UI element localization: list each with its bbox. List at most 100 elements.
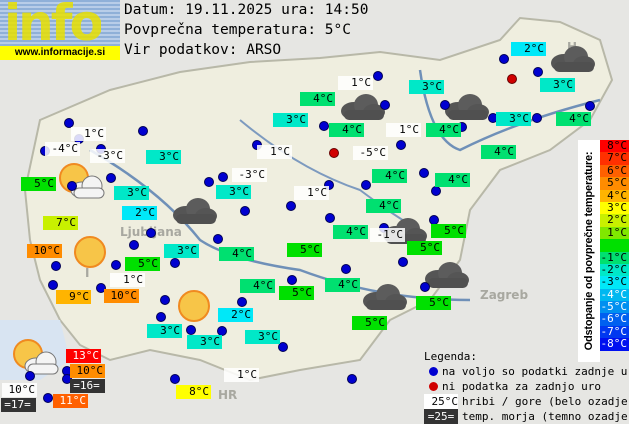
station-dot[interactable]	[361, 180, 371, 190]
station-dot[interactable]	[186, 325, 196, 335]
station-temperature-label: 5°C	[431, 224, 466, 238]
station-temperature-label: 3°C	[164, 244, 199, 258]
station-dot-no-data[interactable]	[507, 74, 517, 84]
station-dot[interactable]	[48, 280, 58, 290]
station-dot[interactable]	[170, 374, 180, 384]
station-dot[interactable]	[396, 140, 406, 150]
station-temperature-label: -3°C	[232, 168, 267, 182]
station-dot[interactable]	[160, 295, 170, 305]
station-temperature-label: 10°C	[104, 289, 139, 303]
station-temperature-label: 1°C	[224, 368, 259, 382]
logo-url[interactable]: www.informacije.si	[0, 46, 120, 60]
station-temperature-label: 2°C	[511, 42, 546, 56]
station-temperature-label: 7°C	[43, 216, 78, 230]
station-dot[interactable]	[51, 261, 61, 271]
station-dot[interactable]	[240, 206, 250, 216]
scale-step: -7°C	[600, 324, 629, 339]
legend-mountain-row: 25°C hribi / gore (belo ozadje)	[424, 394, 629, 409]
station-temperature-label: 10°C	[2, 383, 37, 397]
station-temperature-label: 4°C	[325, 278, 360, 292]
legend-sea-text: temp. morja (temno ozadje)	[462, 410, 629, 423]
station-dot[interactable]	[420, 282, 430, 292]
scale-step: -6°C	[600, 312, 629, 326]
station-dot[interactable]	[96, 283, 106, 293]
station-dot[interactable]	[341, 264, 351, 274]
logo[interactable]: info www.informacije.si	[0, 0, 120, 60]
station-dot[interactable]	[324, 180, 334, 190]
station-dot[interactable]	[325, 213, 335, 223]
station-dot[interactable]	[373, 71, 383, 81]
station-dot[interactable]	[278, 342, 288, 352]
station-temperature-label: 3°C	[147, 324, 182, 338]
cloud-icon	[170, 196, 218, 230]
city-name: HR	[218, 388, 238, 402]
station-dot[interactable]	[380, 100, 390, 110]
station-dot[interactable]	[146, 228, 156, 238]
legend-sea-sample: =25=	[424, 409, 458, 424]
river	[418, 69, 601, 152]
cloud-icon	[338, 92, 386, 126]
station-dot[interactable]	[138, 126, 148, 136]
station-dot-no-data[interactable]	[329, 148, 339, 158]
station-temperature-label: 5°C	[125, 257, 160, 271]
station-dot[interactable]	[111, 260, 121, 270]
station-dot[interactable]	[419, 168, 429, 178]
station-temperature-label: 1°C	[71, 127, 106, 141]
station-temperature-label: 4°C	[240, 279, 275, 293]
data-source: Vir podatkov: ARSO	[124, 42, 282, 58]
station-dot[interactable]	[213, 234, 223, 244]
station-dot[interactable]	[217, 326, 227, 336]
legend-red-text: ni podatka za zadnjo uro	[442, 380, 601, 393]
station-dot[interactable]	[43, 393, 53, 403]
station-dot[interactable]	[106, 173, 116, 183]
station-dot[interactable]	[499, 54, 509, 64]
station-dot[interactable]	[585, 101, 595, 111]
station-temperature-label: 3°C	[187, 335, 222, 349]
sun-cloud-icon	[12, 338, 60, 382]
station-dot[interactable]	[287, 275, 297, 285]
station-temperature-label: 3°C	[273, 113, 308, 127]
legend-mountain-sample: 25°C	[424, 394, 458, 409]
station-temperature-label: 11°C	[53, 394, 88, 408]
color-scale: 8°C 7°C 6°C 5°C 4°C 3°C 2°C 1°C -1°C -2°C -3°C -4°C…	[600, 139, 629, 351]
legend-blue-text: na voljo so podatki zadnje ure	[442, 365, 629, 378]
scale-step: 8°C	[600, 139, 629, 153]
station-dot[interactable]	[156, 312, 166, 322]
station-dot[interactable]	[431, 186, 441, 196]
cloud-icon	[442, 92, 490, 126]
station-dot[interactable]	[440, 100, 450, 110]
station-dot[interactable]	[218, 172, 228, 182]
station-dot[interactable]	[67, 181, 77, 191]
station-dot[interactable]	[129, 240, 139, 250]
scale-step: 3°C	[600, 201, 629, 215]
station-temperature-label: 3°C	[496, 112, 531, 126]
station-temperature-label: -3°C	[90, 149, 125, 163]
station-temperature-label: 9°C	[56, 290, 91, 304]
station-dot[interactable]	[533, 67, 543, 77]
station-temperature-label: 1°C	[294, 186, 329, 200]
station-temperature-label: 5°C	[352, 316, 387, 330]
station-dot[interactable]	[532, 113, 542, 123]
station-dot[interactable]	[170, 258, 180, 268]
scale-step: -1°C	[600, 250, 629, 264]
station-dot[interactable]	[25, 371, 35, 381]
scale-step: 1°C	[600, 226, 629, 240]
station-temperature-label: 4°C	[329, 123, 364, 137]
station-temperature-label: 4°C	[426, 123, 461, 137]
station-dot[interactable]	[398, 257, 408, 267]
station-dot[interactable]	[347, 374, 357, 384]
station-dot[interactable]	[204, 177, 214, 187]
station-temperature-label: 5°C	[279, 286, 314, 300]
station-temperature-label: 1°C	[386, 123, 421, 137]
scale-step: -5°C	[600, 300, 629, 314]
station-dot[interactable]	[64, 118, 74, 128]
station-dot[interactable]	[286, 201, 296, 211]
station-temperature-label: 3°C	[409, 80, 444, 94]
scale-step: -8°C	[600, 337, 629, 351]
average-temperature: Povprečna temperatura: 5°C	[124, 22, 351, 38]
cloud-icon	[422, 260, 470, 294]
station-dot[interactable]	[237, 297, 247, 307]
scale-step: 5°C	[600, 176, 629, 190]
station-dot[interactable]	[319, 121, 329, 131]
station-temperature-label: 4°C	[219, 247, 254, 261]
